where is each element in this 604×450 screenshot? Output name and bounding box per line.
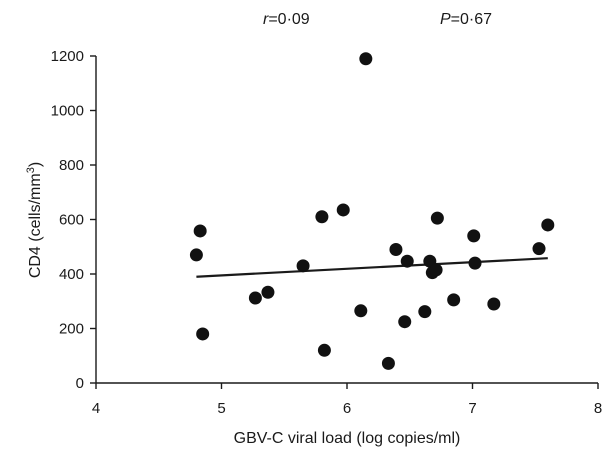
- y-axis-title: CD4 (cells/mm3): [25, 162, 44, 278]
- data-point: [189, 248, 203, 262]
- data-point: [336, 203, 350, 217]
- y-tick-label: 400: [59, 266, 84, 283]
- data-point: [381, 356, 395, 370]
- x-axis-title: GBV-C viral load (log copies/ml): [234, 430, 461, 447]
- x-tick-label: 5: [217, 400, 225, 417]
- data-point: [541, 218, 555, 232]
- trendline-group: [196, 257, 548, 278]
- axes: [95, 56, 598, 384]
- ticks: 0 200 400 600 800 1000 1200 4 5 6 7 8: [51, 48, 603, 417]
- data-point: [447, 293, 461, 307]
- data-point: [248, 291, 262, 305]
- data-point: [359, 52, 373, 66]
- data-point: [418, 305, 432, 319]
- data-point: [296, 259, 310, 273]
- data-point: [400, 254, 414, 268]
- y-tick-label: 0: [76, 375, 84, 392]
- data-point: [487, 297, 501, 311]
- data-point: [429, 263, 443, 277]
- data-point: [389, 242, 403, 256]
- y-tick-label: 200: [59, 321, 84, 338]
- trendline: [196, 257, 548, 278]
- data-point: [317, 343, 331, 357]
- y-tick-label: 800: [59, 157, 84, 174]
- y-tick-label: 1200: [51, 48, 84, 65]
- p-annotation: P=0·67: [440, 11, 492, 28]
- x-tick-label: 8: [594, 400, 602, 417]
- data-point: [261, 285, 275, 299]
- data-point: [354, 304, 368, 318]
- x-tick-label: 7: [468, 400, 476, 417]
- y-tick-label: 1000: [51, 103, 84, 120]
- data-point: [467, 229, 481, 243]
- y-tick-label: 600: [59, 212, 84, 229]
- data-point: [398, 315, 412, 329]
- data-point: [468, 256, 482, 270]
- data-point: [315, 210, 329, 224]
- data-point: [532, 242, 546, 256]
- data-point: [430, 211, 444, 225]
- data-point: [193, 224, 207, 238]
- data-points: [189, 52, 555, 370]
- x-tick-label: 6: [343, 400, 351, 417]
- x-tick-label: 4: [92, 400, 100, 417]
- data-point: [196, 327, 210, 341]
- r-annotation: r=0·09: [263, 11, 310, 28]
